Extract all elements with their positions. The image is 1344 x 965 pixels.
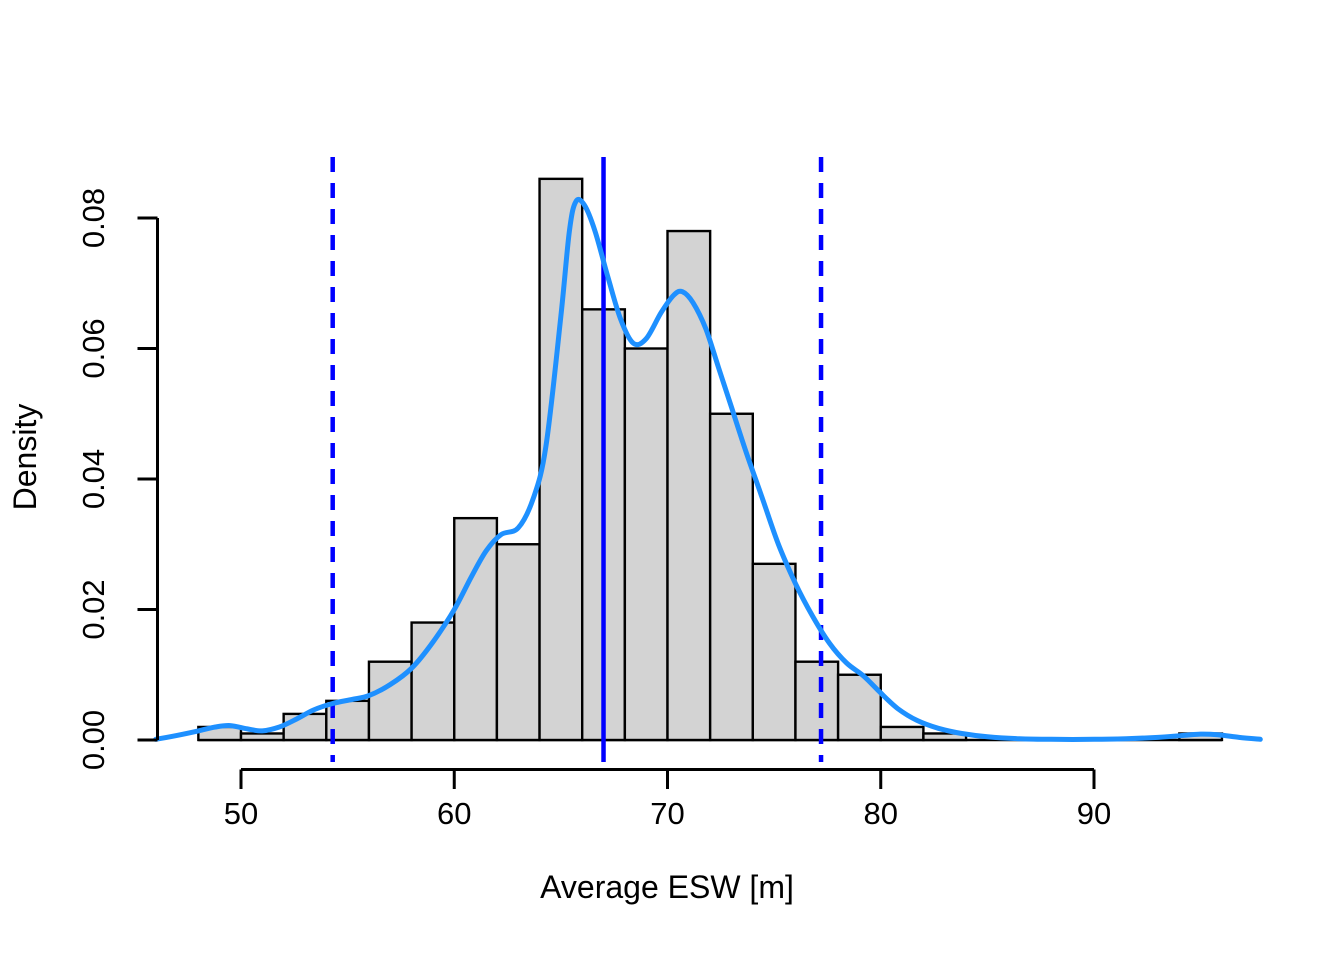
histogram-bar [922,732,968,742]
y-axis-label: Density [7,404,43,511]
density-curve-path [153,197,1263,742]
histogram-bar [751,562,797,742]
x-axis-tick-label: 70 [650,796,684,831]
x-axis-tick-label: 60 [437,796,471,831]
x-axis: 50 60 70 80 90 [224,768,1111,831]
density-curve [153,197,1263,742]
histogram-bar [666,229,712,742]
histogram-bar [879,725,925,742]
histogram-bar [239,732,285,742]
y-axis-tick-label: 0.08 [76,188,111,248]
histogram-bar [538,177,584,742]
histogram-bar [708,412,755,742]
histogram-bar [495,543,541,742]
y-axis-tick-label: 0.04 [76,449,111,509]
x-axis-tick-label: 80 [864,796,898,831]
x-axis-tick-label: 50 [224,796,258,831]
x-axis-tick-label: 90 [1077,796,1111,831]
histogram-bar [282,712,328,742]
histogram-bar [453,516,499,742]
histogram-bar [794,660,840,742]
histogram-bar [367,660,413,742]
y-axis-tick-label: 0.06 [76,318,111,378]
histogram-bar [623,347,669,742]
y-axis-tick-label: 0.00 [76,710,111,770]
histogram-bars [197,177,1224,742]
x-axis-label: Average ESW [m] [540,869,794,905]
y-axis: 0.00 0.02 0.04 0.06 0.08 [76,188,159,770]
y-axis-tick-label: 0.02 [76,579,111,639]
